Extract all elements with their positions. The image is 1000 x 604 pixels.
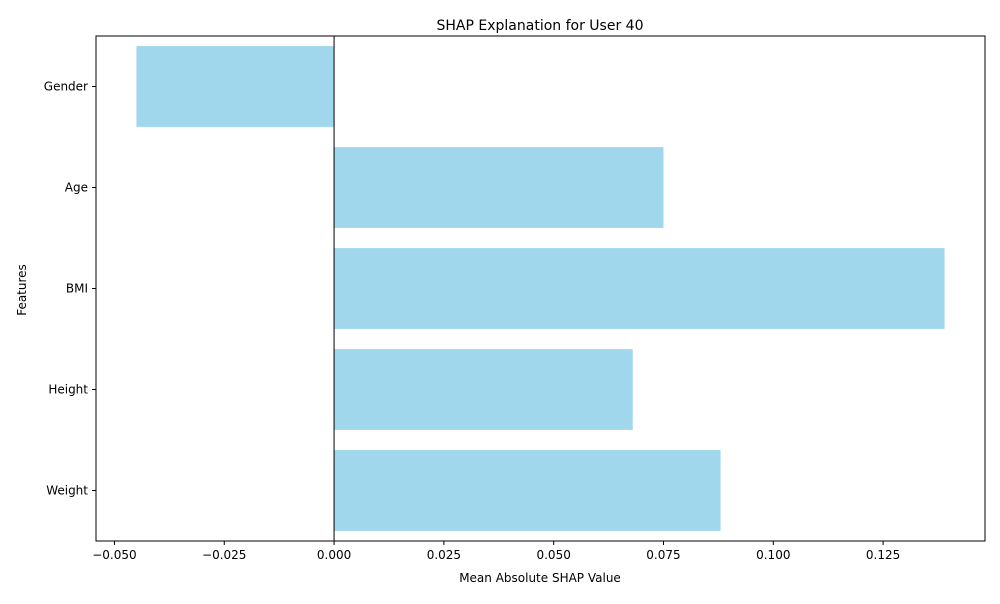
bar-height (334, 349, 633, 430)
y-tick-label-gender: Gender (44, 80, 88, 94)
x-tick-label: 0.025 (427, 548, 461, 562)
x-tick-label: 0.000 (317, 548, 351, 562)
y-tick-label-age: Age (65, 181, 88, 195)
bar-age (334, 147, 664, 228)
x-tick-label: −0.050 (92, 548, 136, 562)
x-tick-label: −0.025 (202, 548, 246, 562)
x-tick-label: 0.100 (756, 548, 790, 562)
y-tick-label-weight: Weight (46, 484, 88, 498)
y-axis-ticks: Gender Age BMI Height Weight (44, 80, 96, 498)
x-axis-ticks: −0.050 −0.025 0.000 0.025 0.050 0.075 0.100 0.1… (92, 541, 900, 562)
y-axis-label: Features (15, 264, 29, 316)
x-tick-label: 0.125 (866, 548, 900, 562)
y-tick-label-bmi: BMI (66, 282, 88, 296)
chart-title: SHAP Explanation for User 40 (437, 18, 644, 34)
bars-layer (136, 46, 945, 531)
bar-bmi (334, 248, 945, 329)
x-axis-label: Mean Absolute SHAP Value (459, 571, 621, 585)
y-tick-label-height: Height (48, 383, 88, 397)
bar-gender (136, 46, 335, 127)
bar-weight (334, 450, 721, 531)
x-tick-label: 0.050 (536, 548, 570, 562)
x-tick-label: 0.075 (646, 548, 680, 562)
